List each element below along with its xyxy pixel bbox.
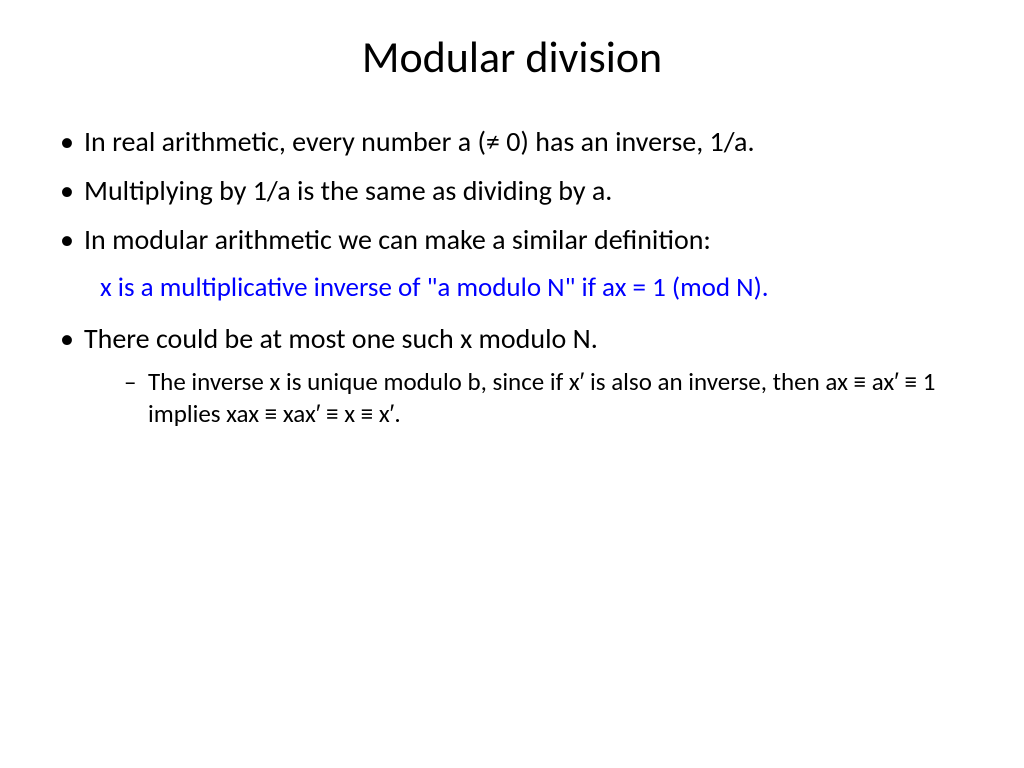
- sub-bullet-item: The inverse x is unique modulo b, since …: [84, 366, 974, 431]
- slide-title: Modular division: [50, 30, 974, 84]
- bullet-list-continued: There could be at most one such x modulo…: [50, 321, 974, 431]
- bullet-item: Multiplying by 1/a is the same as dividi…: [50, 173, 974, 208]
- bullet-item: In real arithmetic, every number a (≠ 0)…: [50, 124, 974, 159]
- bullet-item: There could be at most one such x modulo…: [50, 321, 974, 431]
- bullet-list: In real arithmetic, every number a (≠ 0)…: [50, 124, 974, 257]
- bullet-item-text: There could be at most one such x modulo…: [84, 321, 598, 356]
- sub-bullet-list: The inverse x is unique modulo b, since …: [84, 366, 974, 431]
- bullet-item: In modular arithmetic we can make a simi…: [50, 222, 974, 257]
- definition-text: x is a multiplicative inverse of "a modu…: [50, 271, 974, 305]
